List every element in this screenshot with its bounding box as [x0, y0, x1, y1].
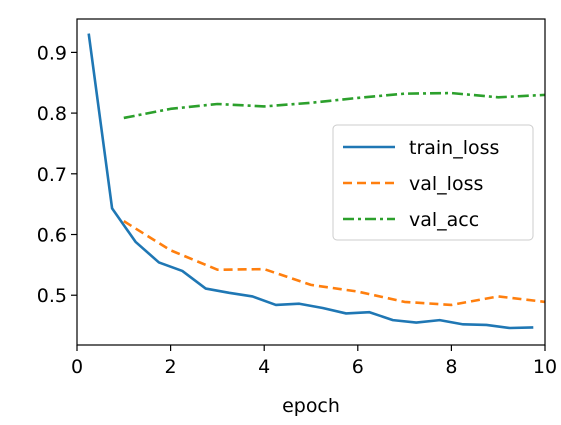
x-tick-label: 6 — [352, 356, 364, 378]
x-axis-label: epoch — [282, 395, 340, 417]
y-tick-label: 0.7 — [37, 164, 67, 186]
legend-label-val-acc: val_acc — [409, 209, 479, 231]
axes-frame — [76, 18, 546, 346]
legend-label-train-loss: train_loss — [409, 137, 499, 159]
legend-box — [332, 124, 534, 241]
axis-ticks: 0 2 4 6 8 10 0.5 0.6 0.7 0.8 0.9 — [37, 42, 557, 378]
series-line-train-loss — [87, 33, 534, 330]
x-tick-label: 2 — [165, 356, 177, 378]
legend-label-val-loss: val_loss — [409, 173, 483, 195]
y-tick-label: 0.6 — [37, 225, 67, 247]
plot-area — [87, 33, 546, 330]
x-tick-label: 0 — [71, 356, 83, 378]
x-tick-label: 10 — [533, 356, 557, 378]
x-tick-label: 8 — [445, 356, 457, 378]
y-tick-label: 0.8 — [37, 103, 67, 125]
series-line-val-acc — [123, 91, 546, 120]
y-tick-label: 0.5 — [37, 285, 67, 307]
y-tick-label: 0.9 — [37, 42, 67, 64]
x-tick-label: 4 — [258, 356, 270, 378]
series-line-val-loss — [123, 220, 546, 307]
legend: train_loss val_loss val_acc — [332, 124, 534, 241]
